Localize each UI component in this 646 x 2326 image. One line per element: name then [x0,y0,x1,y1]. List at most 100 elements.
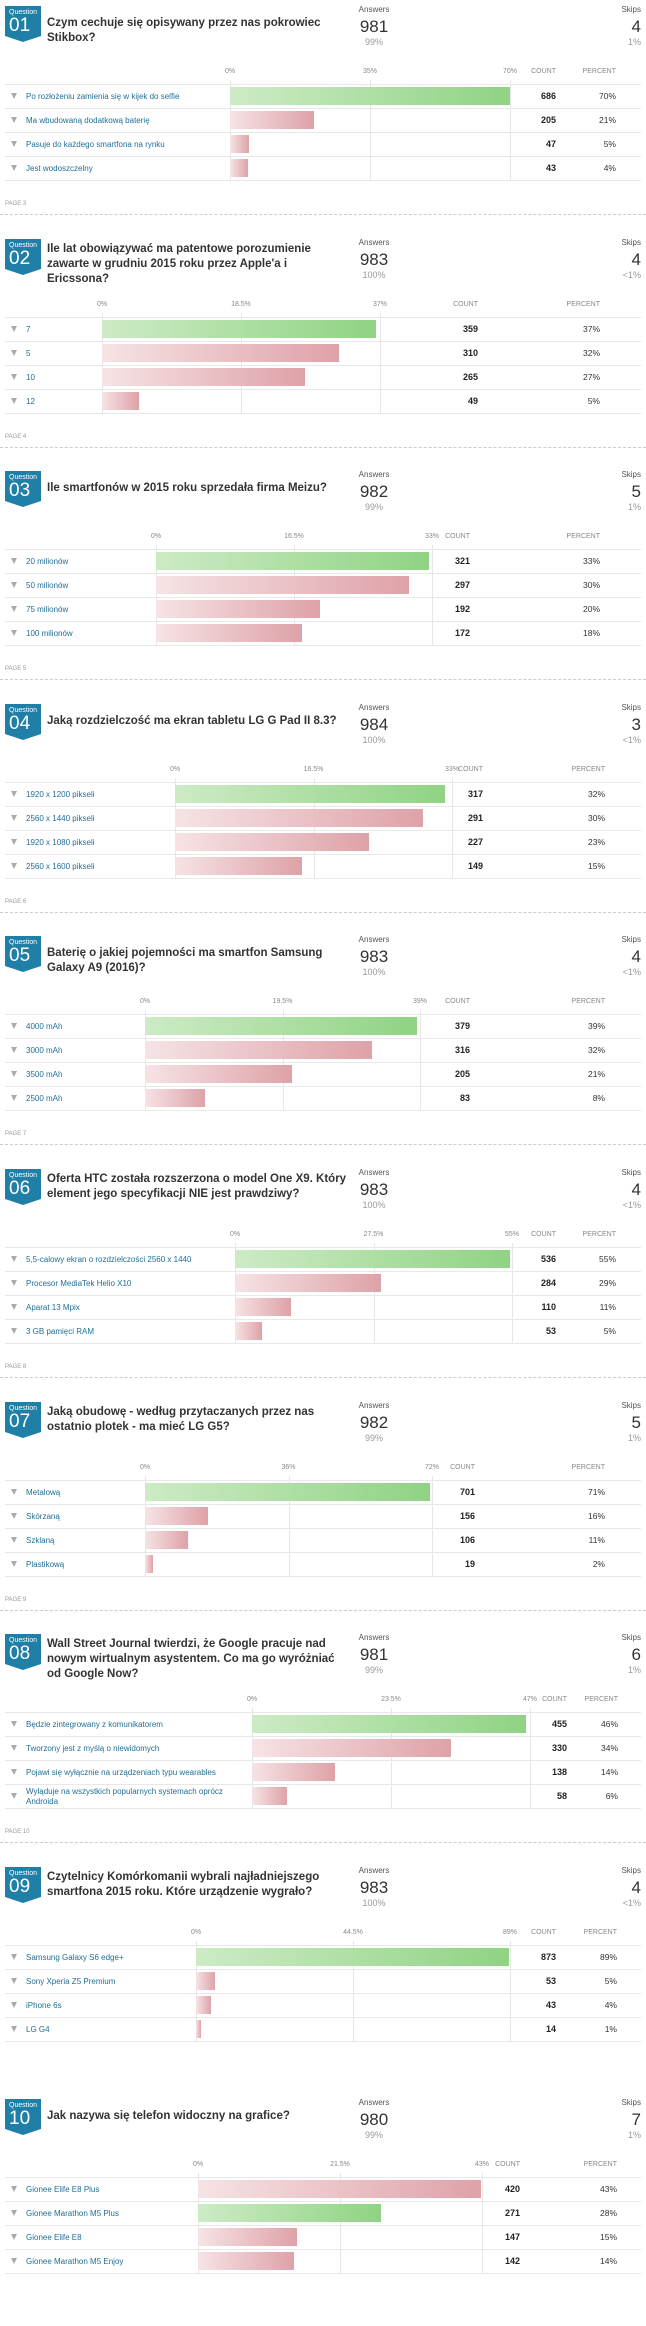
question-title: Baterię o jakiej pojemności ma smartfon … [47,947,323,975]
skips-label: Skips [621,1865,641,1875]
filter-icon [11,1304,17,1310]
percent-value: 11% [588,1534,605,1545]
percent-value: 8% [592,1093,605,1104]
x-tick-label: 21.5% [330,2161,350,2169]
question-number: 07 [9,1410,31,1432]
count-value: 873 [540,1951,556,1962]
percent-value: 37% [582,323,600,334]
count-value: 205 [540,115,556,125]
answers-percent: 100% [362,734,386,745]
filter-icon [11,1488,17,1495]
answers-label: Answers [358,1865,390,1875]
question-badge: Question 04 [5,703,41,740]
filter-icon [11,117,17,123]
question-label: Question [9,474,38,482]
row-separator [5,1712,641,1714]
count-value: 284 [540,1278,556,1288]
bar [252,1715,527,1734]
skips-percent: <1% [622,967,641,978]
percent-value: 14% [600,1767,618,1778]
page-label: PAGE 10 [5,1829,30,1836]
answer-label: 4000 mAh [26,1022,63,1032]
filter-icon [11,1769,17,1776]
bar [145,1089,205,1108]
answer-label: 7 [26,324,31,334]
filter-icon [11,814,17,821]
page-label: PAGE 5 [5,666,27,673]
percent-value: 43% [599,2184,617,2195]
row-separator [5,1968,641,1970]
grid-line [313,777,315,878]
filter-icon [11,2001,17,2008]
grid-line [380,312,381,413]
row-separator [5,1086,641,1088]
question-label: Question [9,1404,38,1412]
filter-icon [11,790,17,797]
count-value: 536 [540,1254,556,1264]
count-header: COUNT [542,1696,567,1704]
grid-line [353,1940,354,2041]
filter-icon [11,1071,17,1078]
grid-line [196,1940,197,2041]
percent-value: 29% [598,1278,616,1288]
count-header: COUNT [445,998,470,1006]
answer-label: 20 milionów [26,557,69,567]
grid-line [530,1708,531,1809]
percent-value: 6% [605,1791,618,1802]
bar [230,135,250,153]
bar [175,808,424,827]
question-badge: Question 07 [5,1401,41,1438]
x-tick-label: 44.5% [343,1928,363,1936]
row-separator [5,853,641,855]
percent-value: 55% [598,1254,616,1264]
answer-label: Będzie zintegrowany z komunikatorem [26,1720,163,1730]
percent-header: PERCENT [566,533,600,541]
percent-value: 30% [587,812,605,823]
answer-label: 3500 mAh [26,1070,63,1080]
bar [230,87,510,105]
question-number: 01 [9,15,31,36]
x-tick-label: 27.5% [363,1231,384,1238]
row-separator [5,2225,641,2227]
percent-value: 20% [582,604,600,615]
count-value: 47 [545,139,556,149]
row-separator [5,1479,641,1481]
count-value: 138 [551,1767,567,1778]
row-separator [5,364,641,366]
answers-percent: 99% [364,1665,383,1676]
answer-label: iPhone 6s [26,2000,62,2010]
skips-label: Skips [621,2098,641,2108]
answer-label: 2560 x 1600 pikseli [26,861,95,871]
percent-value: 14% [599,2256,617,2267]
answers-label: Answers [358,2098,390,2108]
filter-icon [11,165,17,171]
answers-percent: 100% [362,967,386,978]
row-separator [5,621,641,623]
percent-value: 5% [603,1326,616,1336]
count-header: COUNT [453,300,478,308]
answer-label: Po rozłożeniu zamienia się w kijek do se… [26,92,180,101]
grid-line [102,312,103,413]
percent-value: 15% [599,2232,617,2243]
question-title: Ile lat obowiązywać ma patentowe porozum… [47,242,311,285]
question-title: Wall Street Journal twierdzi, że Google … [47,1638,335,1681]
filter-icon [11,1745,17,1752]
count-value: 172 [454,628,470,639]
question-block: Question 08 Wall Street Journal twierdzi, … [0,1628,646,1861]
x-tick-label: 70% [502,68,517,75]
bar [196,2019,202,2038]
answers-count: 982 [359,1412,389,1432]
x-tick-label: 0% [190,1928,202,1936]
row-separator [5,1319,641,1320]
filter-icon [11,838,17,845]
skips-percent: 1% [627,1432,641,1443]
bar [102,391,140,410]
percent-value: 27% [582,371,600,382]
question-block: Question 09 Czytelnicy Komórkomanii wybral… [0,1861,646,2094]
question-label: Question [9,9,38,16]
x-tick-label: 0% [96,300,108,308]
percent-value: 4% [604,1999,617,2010]
answers-label: Answers [358,935,390,945]
x-tick-label: 0% [169,765,181,773]
answer-label: 5,5-calowy ekran o rozdzielczości 2560 x… [26,1255,192,1264]
